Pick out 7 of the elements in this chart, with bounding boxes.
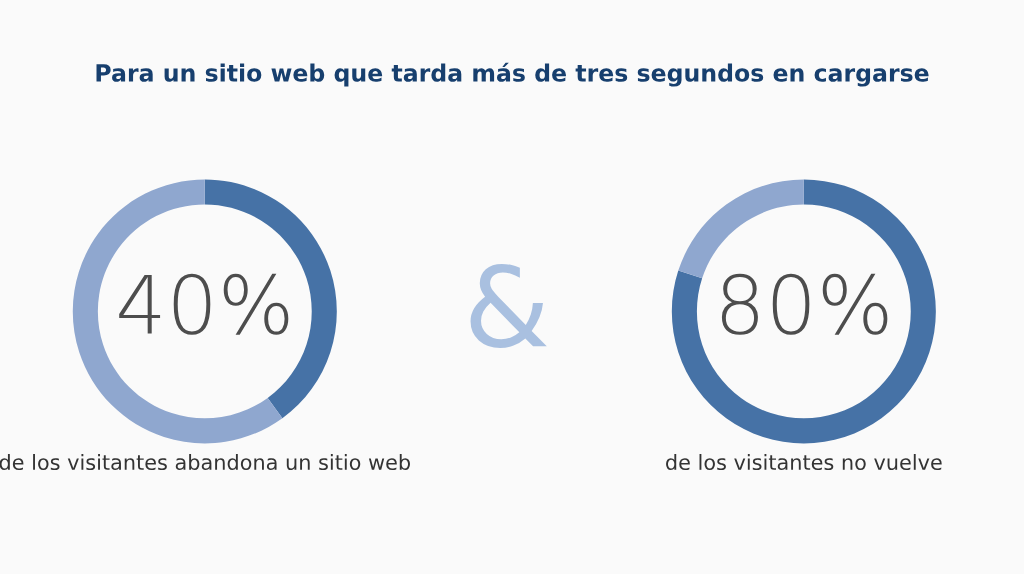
donut-slice <box>671 179 936 444</box>
text: de los visitantes abandona un sitio web <box>0 453 410 471</box>
text: & <box>470 263 547 348</box>
text: 40% <box>119 273 289 335</box>
text: de los visitantes no vuelve <box>666 453 942 471</box>
text: 80% <box>721 273 888 335</box>
text: Para un sitio web que tarda más de tres segundos en cargarse <box>96 62 929 87</box>
